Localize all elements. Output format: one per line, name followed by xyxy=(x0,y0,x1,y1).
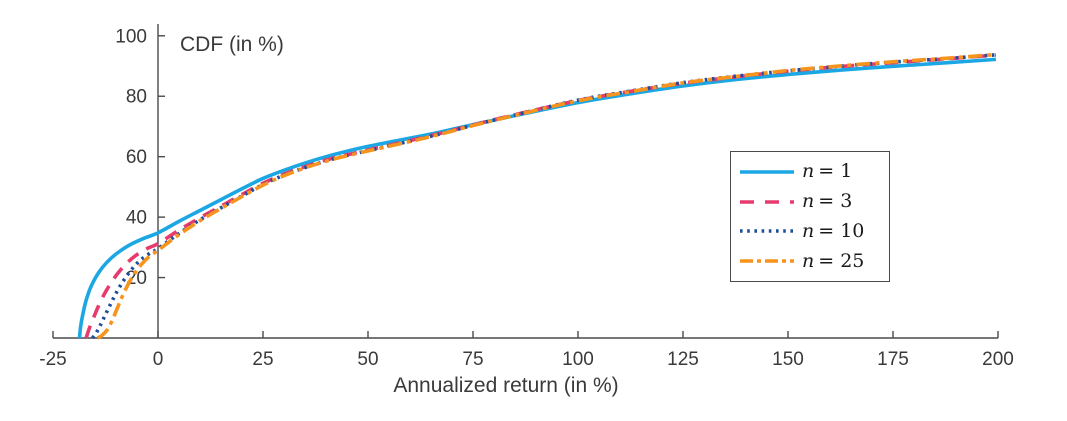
x-tick-label: 125 xyxy=(667,349,699,370)
legend-label-n-25: n = 25 xyxy=(802,249,865,272)
x-tick-label: 50 xyxy=(357,349,378,370)
y-tick-label: 80 xyxy=(126,87,147,108)
legend-label-n-10: n = 10 xyxy=(802,219,865,242)
legend-line-sample-n-3 xyxy=(740,199,794,204)
legend-line-sample-n-1 xyxy=(740,170,794,174)
y-tick-label: 20 xyxy=(126,268,147,289)
x-tick-label: 175 xyxy=(877,349,909,370)
y-tick-label: 60 xyxy=(126,147,147,168)
x-tick-label: 200 xyxy=(982,349,1014,370)
x-tick-label: 150 xyxy=(772,349,804,370)
x-tick-label: 0 xyxy=(153,349,164,370)
legend-item-n-10: n = 10 xyxy=(739,219,881,242)
x-tick-label: 25 xyxy=(252,349,273,370)
x-tick-label: 75 xyxy=(462,349,483,370)
legend-item-n-3: n = 3 xyxy=(739,192,881,211)
series-line-n-10 xyxy=(91,53,997,340)
legend-item-n-25: n = 25 xyxy=(739,249,881,272)
legend-item-n-1: n = 1 xyxy=(739,162,881,181)
legend-label-n-1: n = 1 xyxy=(802,160,853,183)
x-tick-label: 100 xyxy=(562,349,594,370)
legend-line-sample-n-25 xyxy=(740,259,794,263)
y-tick-label: 100 xyxy=(115,26,147,47)
legend-line-sample-n-10 xyxy=(740,229,794,234)
x-tick-label: -25 xyxy=(39,349,66,370)
y-tick-label: 40 xyxy=(126,208,147,229)
chart-title: CDF (in %) xyxy=(180,33,284,56)
legend: n = 1 n = 3 n = 10 n = 25 xyxy=(730,151,890,282)
series-line-n-3 xyxy=(84,53,997,339)
legend-label-n-3: n = 3 xyxy=(802,190,853,213)
series-line-n-25 xyxy=(96,52,997,340)
series-line-n-1 xyxy=(77,57,997,339)
x-axis-label: Annualized return (in %) xyxy=(393,374,619,397)
